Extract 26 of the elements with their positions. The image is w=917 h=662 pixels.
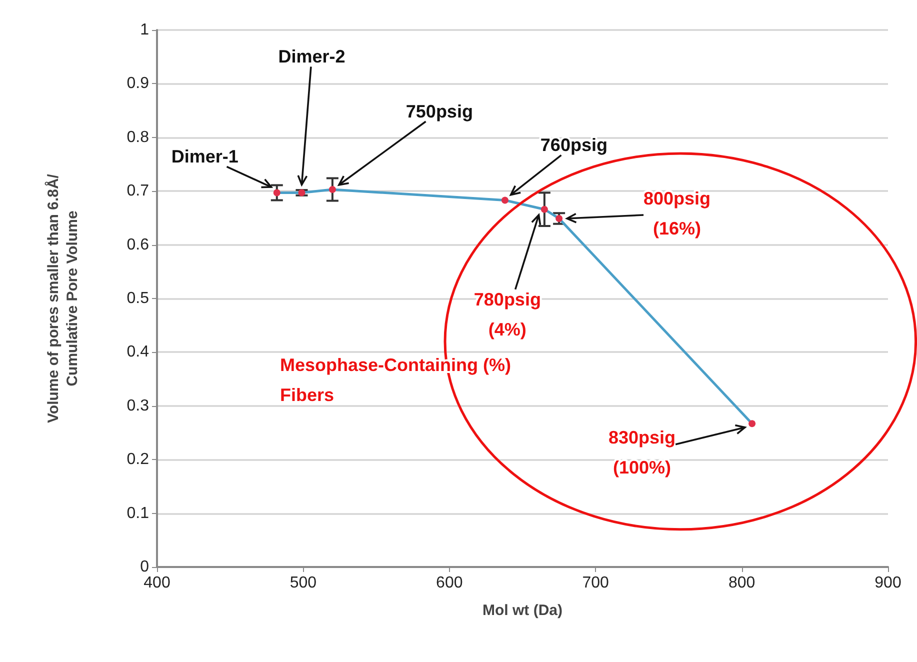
y-tick-label: 0.3 bbox=[126, 397, 150, 414]
y-tick-label: 0 bbox=[140, 558, 150, 576]
y-tick-label: 0.1 bbox=[126, 504, 150, 522]
y-tick-label: 0.2 bbox=[126, 451, 150, 468]
annotation: 780psig (4%) bbox=[474, 289, 541, 340]
y-tick-label: 1 bbox=[140, 22, 150, 38]
annotation: 830psig (100%) bbox=[608, 428, 676, 478]
annotation: 760psig bbox=[540, 135, 608, 156]
annotation: 750psig bbox=[406, 101, 473, 122]
y-tick-label: 0.7 bbox=[126, 182, 150, 200]
x-tick-label: 900 bbox=[874, 574, 902, 592]
annotation: Dimer-1 bbox=[171, 146, 238, 167]
annotation: Dimer-2 bbox=[278, 46, 346, 67]
y-tick-label: 0.6 bbox=[126, 236, 150, 254]
x-tick-label: 800 bbox=[728, 574, 756, 592]
y-tick-label: 0.4 bbox=[126, 344, 150, 361]
x-tick-label: 700 bbox=[582, 574, 610, 592]
y-tick-label: 0.5 bbox=[126, 290, 150, 307]
annotation: 800psig (16%) bbox=[644, 188, 711, 238]
x-tick-label: 600 bbox=[436, 574, 463, 592]
x-axis-title: Mol wt (Da) bbox=[482, 602, 562, 619]
x-tick-label: 500 bbox=[290, 574, 317, 592]
x-tick-label: 400 bbox=[144, 574, 170, 592]
y-tick-label: 0.8 bbox=[126, 128, 150, 146]
y-axis-title: Volume of pores smaller than 6.8Å/ Cumulative Pore Volume bbox=[44, 173, 81, 423]
y-tick-label: 0.9 bbox=[126, 75, 150, 92]
